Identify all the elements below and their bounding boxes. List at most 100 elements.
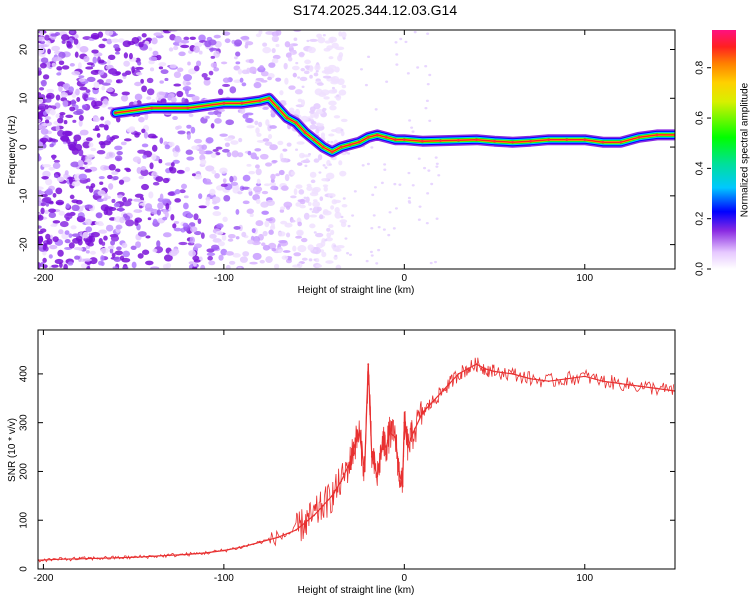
spectrogram-noise-blob bbox=[65, 203, 70, 209]
spectrogram-noise-blob bbox=[246, 67, 251, 74]
spectrogram-noise-blob bbox=[168, 166, 174, 171]
spectrogram-noise-blob bbox=[38, 124, 47, 130]
spectrogram-noise-blob bbox=[160, 69, 169, 75]
spectrogram-noise-blob bbox=[281, 255, 289, 260]
spectrogram-noise-blob bbox=[398, 183, 402, 186]
spectrogram-noise-blob bbox=[426, 82, 430, 86]
spectrogram-noise-blob bbox=[216, 223, 224, 229]
spectrogram-ridge-point bbox=[348, 143, 352, 147]
spectrogram-xtick-label: 100 bbox=[576, 273, 593, 284]
spectrogram-noise-blob bbox=[38, 87, 45, 91]
spectrogram-noise-blob bbox=[322, 33, 326, 37]
spectrogram-noise-blob bbox=[40, 128, 49, 135]
spectrogram-noise-blob bbox=[213, 50, 221, 58]
spectrogram-noise-blob bbox=[38, 112, 45, 117]
snr-point bbox=[493, 370, 496, 373]
spectrogram-noise-blob bbox=[48, 166, 55, 171]
spectrogram-noise-blob bbox=[279, 90, 284, 96]
spectrogram-noise-blob bbox=[40, 202, 46, 207]
spectrogram-noise-blob bbox=[205, 199, 210, 207]
spectrogram-noise-blob bbox=[297, 221, 302, 227]
spectrogram-noise-blob bbox=[38, 231, 44, 235]
spectrogram-noise-blob bbox=[115, 224, 123, 230]
spectrogram-noise-blob bbox=[272, 54, 281, 60]
spectrogram-noise-blob bbox=[259, 259, 265, 264]
spectrogram-noise-blob bbox=[104, 120, 111, 126]
spectrogram-ridge-point bbox=[655, 133, 659, 137]
snr-point bbox=[385, 446, 388, 448]
spectrogram-noise-blob bbox=[293, 188, 298, 196]
snr-point bbox=[457, 372, 460, 375]
spectrogram-noise-blob bbox=[38, 140, 43, 148]
spectrogram-noise-blob bbox=[70, 99, 76, 107]
spectrogram-noise-blob bbox=[112, 175, 119, 181]
spectrogram-noise-blob bbox=[230, 140, 239, 145]
spectrogram-noise-blob bbox=[79, 86, 88, 91]
spectrogram-noise-blob bbox=[119, 216, 125, 224]
spectrogram-noise-blob bbox=[372, 214, 376, 217]
spectrogram-noise-blob bbox=[292, 72, 297, 78]
spectrogram-noise-blob bbox=[233, 225, 241, 230]
spectrogram-noise-blob bbox=[231, 150, 239, 158]
spectrogram-noise-blob bbox=[211, 244, 220, 251]
spectrogram-noise-blob bbox=[311, 210, 315, 213]
spectrogram-noise-blob bbox=[304, 164, 308, 168]
spectrogram-noise-blob bbox=[60, 92, 68, 98]
spectrogram-noise-blob bbox=[59, 135, 70, 142]
spectrogram-noise-blob bbox=[288, 107, 295, 114]
spectrogram-noise-blob bbox=[103, 235, 108, 241]
spectrogram-noise-blob bbox=[168, 250, 178, 257]
spectrogram-noise-blob bbox=[140, 168, 149, 177]
spectrogram-noise-blob bbox=[370, 254, 374, 257]
spectrogram-noise-blob bbox=[158, 91, 166, 96]
spectrogram-noise-blob bbox=[38, 97, 44, 105]
spectrogram-noise-blob bbox=[324, 166, 328, 169]
spectrogram-noise-blob bbox=[377, 248, 381, 252]
spectrogram-noise-blob bbox=[69, 177, 73, 185]
spectrogram-noise-blob bbox=[94, 100, 103, 107]
spectrogram-noise-blob bbox=[69, 30, 75, 34]
spectrogram-noise-blob bbox=[58, 210, 65, 216]
spectrogram-noise-blob bbox=[42, 74, 50, 80]
spectrogram-noise-blob bbox=[41, 175, 49, 180]
spectrogram-noise-blob bbox=[89, 257, 98, 265]
spectrogram-noise-blob bbox=[242, 113, 249, 119]
spectrogram-noise-blob bbox=[301, 257, 308, 261]
spectrogram-noise-blob bbox=[290, 171, 296, 176]
spectrogram-noise-blob bbox=[295, 184, 303, 189]
spectrogram-noise-blob bbox=[186, 213, 193, 219]
snr-point bbox=[304, 521, 306, 524]
spectrogram-noise-blob bbox=[323, 186, 328, 192]
spectrogram-noise-blob bbox=[106, 38, 113, 45]
spectrogram-noise-blob bbox=[326, 45, 334, 51]
spectrogram-noise-blob bbox=[191, 173, 196, 177]
spectrogram-noise-blob bbox=[90, 183, 96, 189]
snr-point bbox=[439, 392, 442, 395]
spectrogram-noise-blob bbox=[85, 185, 90, 189]
snr-point bbox=[204, 552, 207, 554]
spectrogram-noise-blob bbox=[259, 153, 269, 160]
spectrogram-noise-blob bbox=[151, 171, 158, 176]
spectrogram-noise-blob bbox=[62, 130, 72, 137]
spectrogram-noise-blob bbox=[307, 201, 312, 207]
spectrogram-noise-blob bbox=[44, 34, 50, 41]
spectrogram-noise-blob bbox=[92, 128, 101, 131]
spectrogram-noise-blob bbox=[157, 202, 164, 210]
snr-point bbox=[398, 470, 400, 473]
spectrogram-ridge-point bbox=[511, 140, 514, 144]
spectrogram-noise-blob bbox=[326, 232, 332, 238]
spectrogram-noise-blob bbox=[134, 93, 143, 101]
spectrogram-noise-blob bbox=[336, 94, 340, 97]
spectrogram-noise-blob bbox=[138, 116, 145, 123]
spectrogram-noise-blob bbox=[100, 142, 106, 149]
spectrogram-noise-blob bbox=[188, 261, 195, 265]
spectrogram-noise-blob bbox=[224, 142, 230, 148]
spectrogram-noise-blob bbox=[364, 83, 368, 87]
spectrogram-noise-blob bbox=[94, 221, 99, 225]
spectrogram-noise-blob bbox=[299, 204, 306, 209]
spectrogram-noise-blob bbox=[101, 85, 106, 91]
spectrogram-noise-blob bbox=[209, 233, 217, 239]
colorbar-tick-label: 0.8 bbox=[695, 60, 706, 74]
spectrogram-noise-blob bbox=[254, 120, 259, 126]
spectrogram-noise-blob bbox=[211, 169, 217, 174]
